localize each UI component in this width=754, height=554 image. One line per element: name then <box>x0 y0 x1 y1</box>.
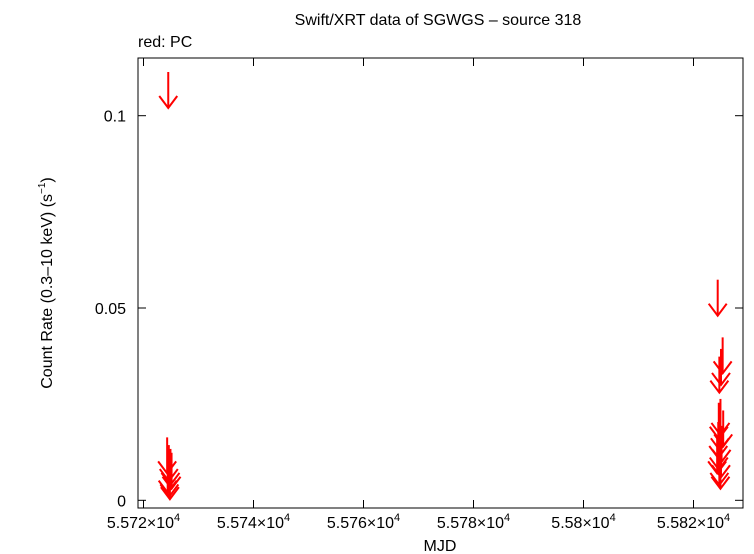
x-tick-label-exponent: 4 <box>724 512 730 524</box>
x-tick-label-exponent: 4 <box>284 512 290 524</box>
x-tick-label: 5.576×104 <box>327 512 400 532</box>
y-tick-label: 0.05 <box>95 301 126 318</box>
x-tick-label-mantissa: 5.576×10 <box>327 515 394 532</box>
plot-frame <box>137 57 744 509</box>
x-axis-ticks: 5.572×104 5.574×104 5.576×104 5.578×104 5.58… <box>107 58 730 532</box>
upper-limit-point <box>709 448 730 487</box>
x-tick-label-exponent: 4 <box>174 512 180 524</box>
upper-limit-point <box>709 356 730 395</box>
upper-limit-point <box>710 452 731 491</box>
x-tick-label: 5.58×104 <box>551 512 615 532</box>
x-tick-label-exponent: 4 <box>394 512 400 524</box>
y-tick-label: 0 <box>117 493 126 510</box>
y-axis-label-sup: −1 <box>37 182 48 194</box>
upper-limit-point <box>160 463 180 501</box>
upper-limit-point <box>161 452 182 491</box>
upper-limit-point <box>158 72 179 110</box>
x-tick-label: 5.582×104 <box>657 512 730 532</box>
y-axis-ticks: 0 0.05 0.1 <box>95 109 743 510</box>
x-tick-label-mantissa: 5.58×10 <box>551 515 609 532</box>
x-tick-label: 5.574×104 <box>217 512 290 532</box>
x-tick-label: 5.572×104 <box>107 512 180 532</box>
x-tick-label-exponent: 4 <box>610 512 616 524</box>
upper-limit-point <box>707 279 728 318</box>
chart-subtitle: red: PC <box>138 34 192 51</box>
x-tick-label-mantissa: 5.582×10 <box>657 515 724 532</box>
x-tick-label-exponent: 4 <box>504 512 510 524</box>
x-tick-label: 5.578×104 <box>437 512 510 532</box>
chart-title: Swift/XRT data of SGWGS – source 318 <box>295 12 582 29</box>
upper-limit-point <box>711 348 731 387</box>
x-tick-label-mantissa: 5.574×10 <box>217 515 284 532</box>
x-tick-label-mantissa: 5.578×10 <box>437 515 504 532</box>
upper-limit-point <box>712 337 733 376</box>
y-axis-label-main: Count Rate (0.3–10 keV) (s <box>39 194 56 389</box>
data-points <box>157 72 734 501</box>
x-axis-label: MJD <box>424 538 457 554</box>
x-tick-label-mantissa: 5.572×10 <box>107 515 174 532</box>
y-axis-label: Count Rate (0.3–10 keV) (s−1) <box>37 177 56 389</box>
y-axis-label-end: ) <box>39 177 56 182</box>
y-tick-label: 0.1 <box>104 109 126 126</box>
